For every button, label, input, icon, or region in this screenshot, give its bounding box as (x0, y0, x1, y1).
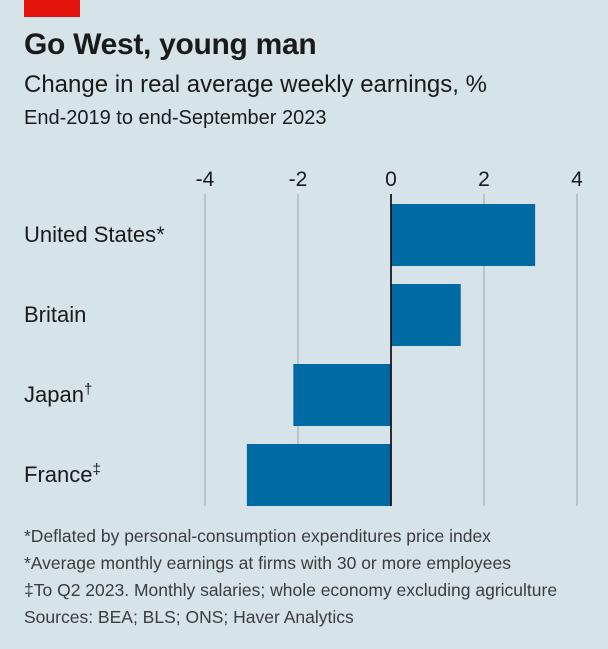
category-label: France‡ (24, 461, 101, 487)
x-tick-label: -4 (196, 168, 215, 191)
chart-title: Go West, young man (24, 28, 317, 61)
bar (293, 364, 391, 426)
category-label: Britain (24, 302, 86, 327)
source-note: Sources: BEA; BLS; ONS; Haver Analytics (24, 607, 354, 627)
bar-chart: -4 -2 0 2 4 United States* Britain Japan† France… (24, 168, 583, 506)
footnote: ‡To Q2 2023. Monthly salaries; whole eco… (24, 580, 558, 600)
footnote: *Average monthly earnings at firms with … (24, 553, 511, 573)
category-label: Japan† (24, 381, 92, 407)
chart-subtitle: Change in real average weekly earnings, … (24, 71, 487, 98)
bar (391, 284, 461, 346)
footnote: *Deflated by personal-consumption expend… (24, 526, 491, 546)
brand-tag (24, 0, 80, 17)
bar (391, 204, 536, 266)
x-tick-label: 0 (385, 168, 397, 191)
footnotes: *Deflated by personal-consumption expend… (24, 523, 557, 631)
category-label: United States* (24, 222, 165, 247)
bar (246, 444, 391, 506)
x-tick-label: 4 (571, 168, 583, 191)
chart-period: End-2019 to end-September 2023 (24, 107, 327, 129)
x-tick-label: 2 (478, 168, 490, 191)
x-tick-label: -2 (289, 168, 308, 191)
